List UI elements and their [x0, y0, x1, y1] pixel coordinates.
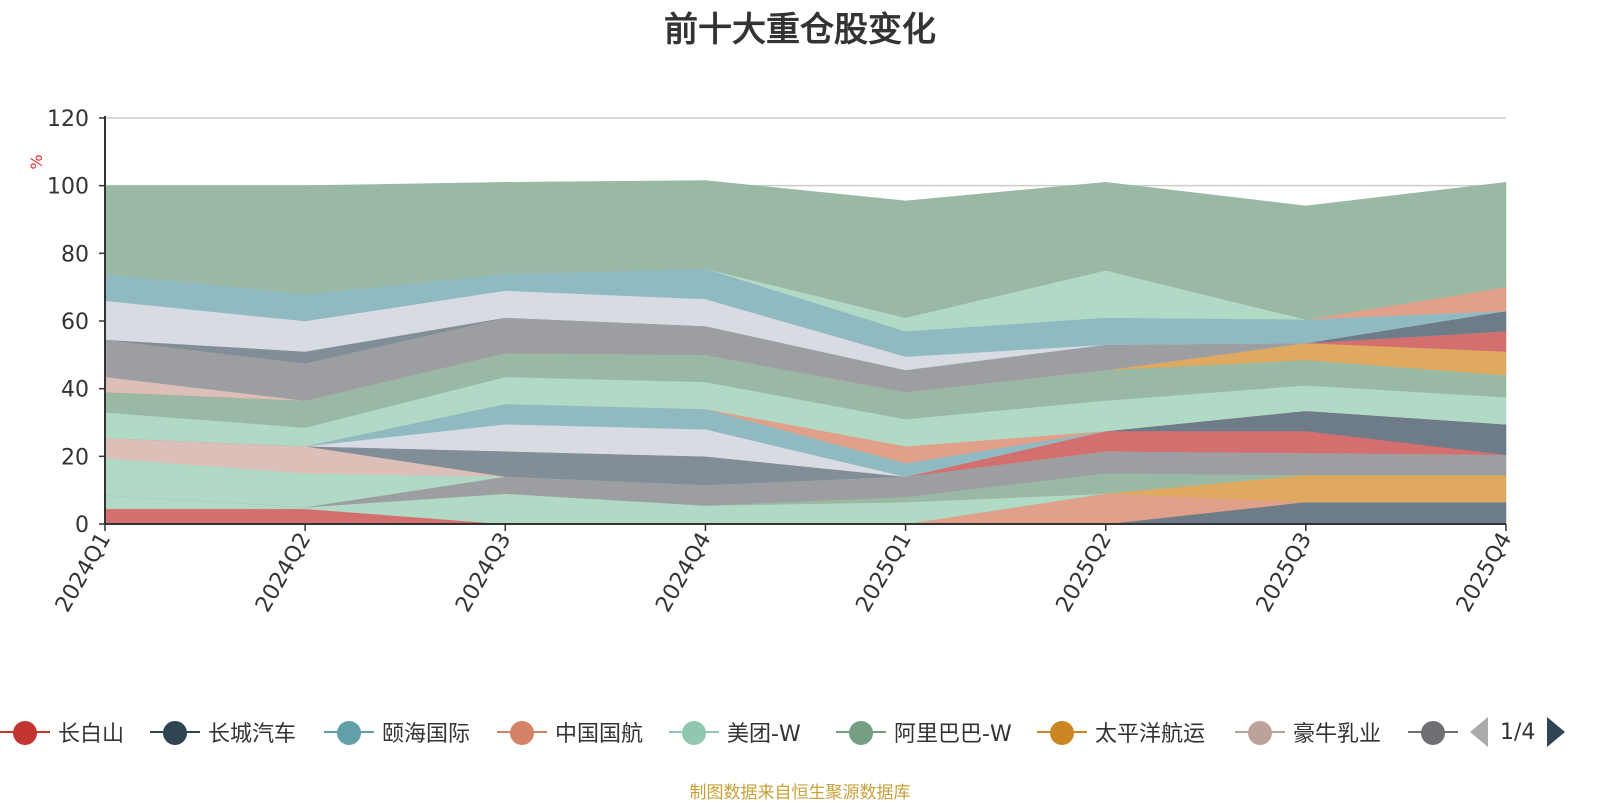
- x-tick-label: 2024Q4: [651, 529, 716, 617]
- legend-item[interactable]: 颐海国际: [324, 712, 470, 752]
- y-tick-label: 100: [47, 175, 89, 200]
- legend-label: 美团-W: [727, 722, 801, 747]
- legend-marker-icon: [1408, 712, 1458, 752]
- x-tick-label: 2025Q4: [1452, 529, 1517, 617]
- y-tick-label: 120: [47, 107, 89, 132]
- legend-marker-icon: [1037, 712, 1087, 752]
- prev-page-icon[interactable]: [1470, 717, 1488, 747]
- legend-label: 长城汽车: [208, 722, 297, 747]
- x-tick-label: 2025Q1: [851, 529, 916, 617]
- legend-item[interactable]: 长城汽车: [150, 712, 296, 752]
- area-chart: 0 20 40 60 80 100 120 2024Q1 2024Q2 2024Q3 2024Q4 2…: [27, 107, 1517, 617]
- legend-marker-icon: [669, 712, 719, 752]
- y-axis-label: %: [27, 154, 46, 169]
- legend-label: 中国国航: [555, 722, 644, 747]
- legend-item[interactable]: 长白山: [0, 712, 124, 752]
- next-page-icon[interactable]: [1547, 717, 1566, 747]
- legend-item[interactable]: [1408, 712, 1466, 752]
- y-tick-label: 0: [75, 513, 89, 538]
- legend-marker-icon: [836, 712, 886, 752]
- chart-title: 前十大重仓股变化: [664, 10, 936, 50]
- legend-item[interactable]: 中国国航: [497, 712, 643, 752]
- legend-marker-icon: [324, 712, 374, 752]
- legend-label: 颐海国际: [382, 722, 471, 747]
- legend-item[interactable]: 美团-W: [669, 712, 801, 752]
- series-area-29: [104, 180, 1507, 320]
- data-source-note: 制图数据来自恒生聚源数据库: [689, 783, 911, 803]
- legend-label: 阿里巴巴-W: [894, 722, 1012, 747]
- x-tick-label: 2025Q3: [1252, 529, 1317, 617]
- legend-marker-icon: [0, 712, 50, 752]
- legend-item[interactable]: 豪牛乳业: [1235, 712, 1381, 752]
- legend-marker-icon: [150, 712, 200, 752]
- stacked-areas: [104, 180, 1507, 525]
- x-tick-label: 2024Q2: [251, 529, 316, 617]
- legend-label: 豪牛乳业: [1293, 722, 1382, 747]
- legend-label: 长白山: [58, 722, 125, 747]
- legend-item[interactable]: 阿里巴巴-W: [836, 712, 1012, 752]
- x-tick-label: 2024Q1: [51, 529, 116, 617]
- y-tick-label: 40: [61, 378, 89, 403]
- y-tick-label: 80: [61, 242, 89, 267]
- legend-marker-icon: [497, 712, 547, 752]
- legend: 长白山 长城汽车 颐海国际 中国国航 美团-W 阿里巴巴-W 太平洋航运 豪牛乳业: [0, 712, 1600, 752]
- x-tick-label: 2024Q3: [451, 529, 516, 617]
- y-tick-label: 60: [61, 310, 89, 335]
- x-tick-label: 2025Q2: [1052, 529, 1117, 617]
- legend-pager[interactable]: 1/4: [1470, 712, 1566, 752]
- legend-page-indicator: 1/4: [1500, 719, 1536, 745]
- y-tick-label: 20: [61, 445, 89, 470]
- legend-marker-icon: [1235, 712, 1285, 752]
- legend-item[interactable]: 太平洋航运: [1037, 712, 1205, 752]
- legend-label: 太平洋航运: [1095, 722, 1206, 747]
